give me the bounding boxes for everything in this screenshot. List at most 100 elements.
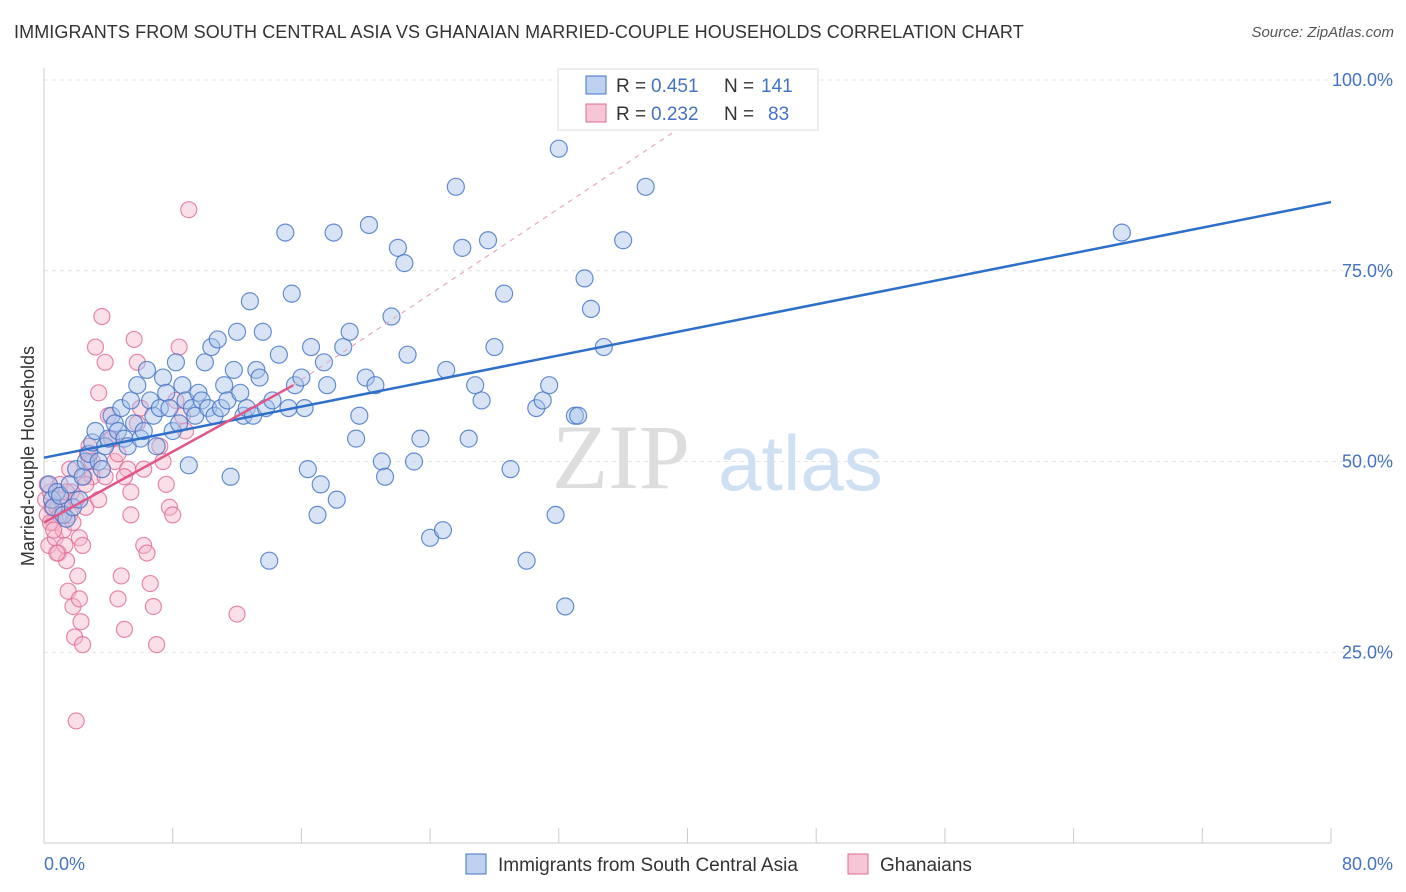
- point-blue-81: [311, 475, 330, 494]
- point-blue-34: [147, 437, 166, 456]
- bottom-legend-swatch-pink: [847, 853, 869, 875]
- point-blue-123: [581, 299, 601, 318]
- point-pink-37: [112, 567, 130, 585]
- point-blue-59: [227, 322, 247, 341]
- point-blue-36: [153, 368, 173, 387]
- point-blue-17: [92, 460, 112, 479]
- point-pink-59: [228, 605, 246, 623]
- point-blue-63: [240, 292, 260, 311]
- point-blue-55: [215, 376, 234, 395]
- point-blue-115: [533, 391, 552, 410]
- point-blue-54: [211, 398, 231, 418]
- bottom-legend: Immigrants from South Central Asia Ghana…: [465, 853, 972, 876]
- point-blue-35: [150, 398, 169, 418]
- source-label: Source: ZipAtlas.com: [1251, 24, 1394, 41]
- point-pink-32: [96, 353, 114, 371]
- point-pink-42: [128, 353, 146, 371]
- point-blue-89: [350, 406, 369, 425]
- x-tick-labels: 0.0% 80.0%: [44, 854, 1393, 874]
- point-blue-118: [549, 139, 568, 158]
- point-blue-69: [260, 551, 279, 570]
- point-blue-96: [388, 238, 408, 257]
- point-blue-100: [411, 429, 430, 448]
- point-blue-37: [157, 383, 176, 402]
- point-blue-90: [356, 368, 375, 387]
- legend-n-value-pink: 83: [768, 104, 789, 125]
- legend-n-label-pink: N =: [724, 104, 754, 125]
- point-blue-76: [292, 368, 311, 387]
- point-blue-32: [141, 391, 160, 410]
- point-pink-48: [148, 636, 166, 654]
- point-blue-48: [192, 391, 211, 410]
- point-pink-51: [157, 475, 175, 493]
- point-blue-49: [195, 353, 214, 372]
- bottom-legend-swatch-blue: [465, 853, 487, 875]
- y-axis-label: Married-couple Households: [18, 346, 38, 566]
- point-blue-104: [446, 177, 465, 196]
- point-blue-11: [73, 467, 92, 486]
- point-pink-58: [180, 201, 198, 219]
- point-blue-67: [253, 322, 272, 341]
- watermark-zip: ZIP: [552, 406, 690, 508]
- watermark-atlas: atlas: [718, 419, 883, 507]
- point-blue-38: [160, 398, 179, 418]
- point-blue-22: [108, 421, 128, 441]
- point-blue-60: [231, 383, 250, 402]
- point-blue-92: [366, 376, 385, 395]
- point-blue-122: [575, 269, 594, 288]
- point-pink-41: [125, 330, 143, 349]
- point-blue-23: [112, 398, 131, 418]
- chart-title: IMMIGRANTS FROM SOUTH CENTRAL ASIA VS GH…: [14, 22, 1024, 42]
- point-blue-75: [285, 376, 305, 395]
- point-blue-127: [1112, 223, 1131, 242]
- point-blue-93: [372, 452, 391, 471]
- point-blue-58: [224, 360, 243, 380]
- point-blue-85: [327, 490, 346, 509]
- point-pink-23: [74, 636, 92, 654]
- point-blue-40: [166, 353, 186, 372]
- point-blue-94: [375, 467, 395, 486]
- point-blue-86: [334, 337, 353, 357]
- legend-swatch-blue: [585, 75, 607, 95]
- point-pink-45: [138, 544, 156, 562]
- point-blue-105: [453, 238, 472, 257]
- point-pink-30: [90, 384, 108, 402]
- legend-n-value-blue: 141: [761, 76, 793, 97]
- legend-r-value-blue: 0.451: [651, 76, 699, 97]
- point-blue-87: [340, 322, 359, 341]
- legend-box: R = 0.451 N = 141 R = 0.232 N = 83: [557, 68, 819, 131]
- legend-n-label-blue: N =: [724, 76, 754, 97]
- point-pink-40: [122, 483, 140, 501]
- point-blue-71: [269, 345, 288, 364]
- point-blue-57: [221, 467, 240, 486]
- point-blue-113: [517, 551, 536, 570]
- point-pink-62: [45, 521, 63, 539]
- trend-extension-pink: [293, 79, 753, 386]
- point-blue-98: [398, 345, 417, 364]
- point-blue-72: [276, 223, 295, 242]
- legend-r-label-pink: R =: [616, 104, 646, 125]
- trend-lines: [43, 79, 1332, 524]
- point-blue-50: [198, 398, 218, 418]
- point-blue-42: [173, 376, 192, 395]
- point-blue-30: [134, 421, 153, 441]
- point-pink-71: [74, 536, 92, 555]
- point-blue-114: [527, 398, 546, 418]
- point-blue-88: [346, 429, 366, 448]
- point-pink-55: [170, 338, 188, 356]
- y-tick-label-1: 50.0%: [1342, 452, 1393, 472]
- point-blue-80: [308, 505, 327, 525]
- point-blue-112: [501, 460, 520, 479]
- point-pink-63: [48, 544, 66, 562]
- point-blue-95: [382, 307, 401, 326]
- point-pink-54: [167, 391, 185, 410]
- point-blue-33: [144, 406, 163, 425]
- point-blue-116: [540, 376, 559, 395]
- y-tick-label-0: 25.0%: [1342, 642, 1393, 662]
- point-blue-53: [208, 330, 227, 349]
- point-blue-126: [636, 177, 655, 196]
- point-blue-31: [137, 360, 157, 380]
- point-pink-46: [141, 574, 159, 593]
- point-blue-51: [202, 337, 221, 357]
